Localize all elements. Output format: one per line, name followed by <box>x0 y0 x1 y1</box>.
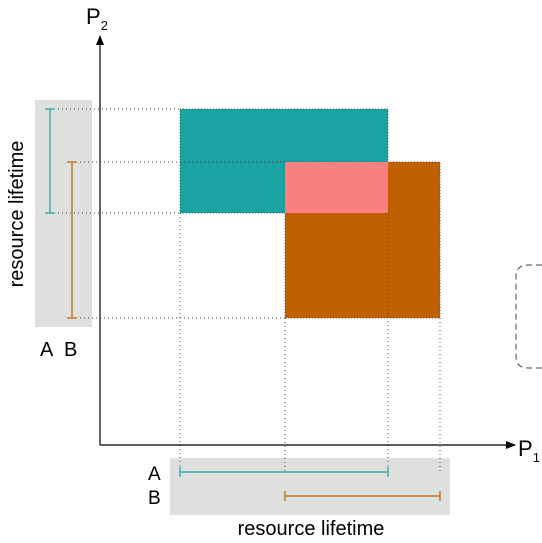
bottom-label-b: B <box>148 488 161 509</box>
left-label-b: B <box>64 339 77 361</box>
offscreen-dashed-box <box>515 264 542 369</box>
horizontal-guides <box>50 108 285 319</box>
bottom-label-a: A <box>148 464 161 485</box>
x-axis-label: P1 <box>518 436 540 465</box>
bottom-lifetime-bar-a <box>179 467 389 477</box>
left-caption: resource lifetime <box>6 141 28 288</box>
left-lifetime-panel <box>35 100 92 327</box>
bottom-caption: resource lifetime <box>238 518 385 540</box>
y-axis-label: P2 <box>86 4 108 33</box>
bottom-lifetime-panel <box>170 458 450 515</box>
left-lifetime-bar-a <box>45 108 55 214</box>
overlap-region <box>285 162 388 213</box>
left-lifetime-bar-b <box>67 161 77 319</box>
left-label-a: A <box>40 339 54 361</box>
bottom-lifetime-bar-b <box>284 491 441 501</box>
vertical-guides <box>179 213 441 472</box>
